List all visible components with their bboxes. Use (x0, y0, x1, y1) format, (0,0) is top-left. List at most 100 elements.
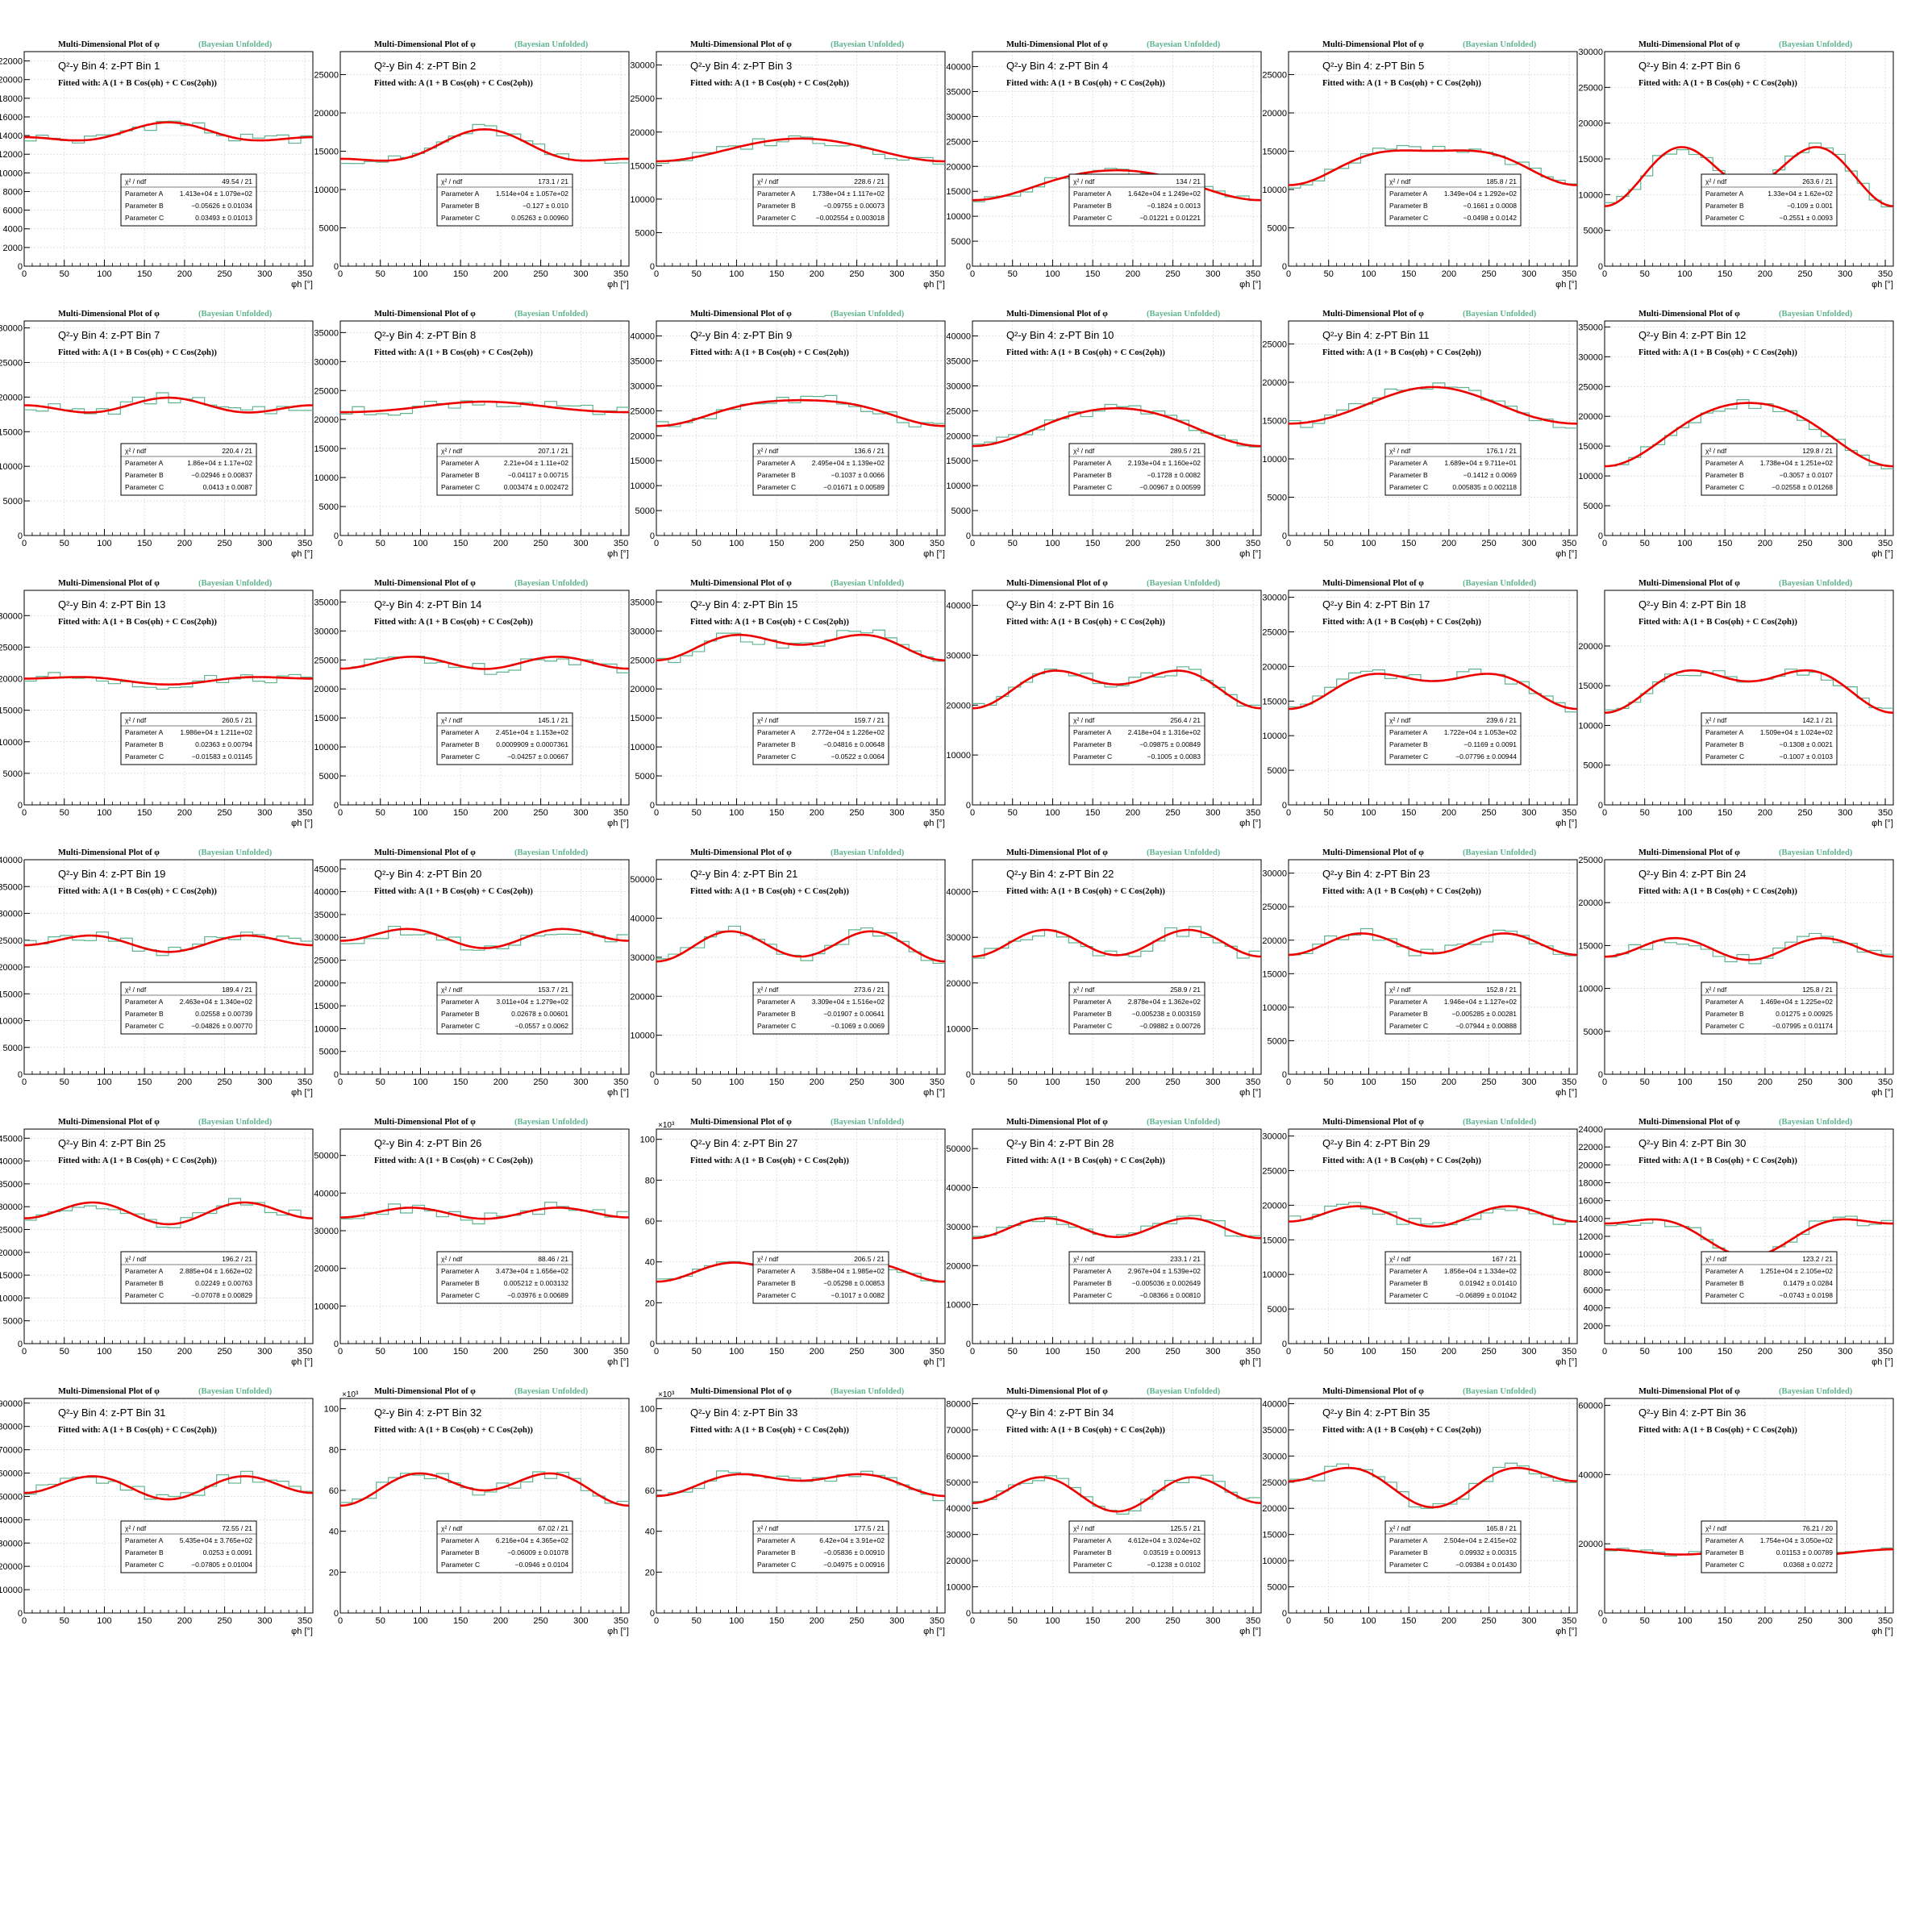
stats-box-frame (752, 712, 889, 765)
y-tick-label: 0 (334, 1340, 339, 1349)
x-tick-label: 300 (573, 1347, 588, 1357)
stats-box: χ² / ndf 189.4 / 21 Parameter A 2.463e+04 ±… (120, 982, 257, 1035)
y-tick-label: 20000 (1262, 936, 1287, 946)
x-tick-label: 300 (573, 539, 588, 548)
x-tick-label: 50 (376, 1616, 385, 1626)
x-tick-label: 200 (1442, 1616, 1456, 1626)
bin-title: Q²-y Bin 4: z-PT Bin 10 (1006, 329, 1114, 341)
y-tick-label: 35000 (946, 356, 971, 366)
y-tick-label: 0 (18, 1340, 23, 1349)
plot-title-sub: (Bayesian Unfolded) (514, 579, 589, 588)
x-tick-label: 50 (1324, 539, 1334, 548)
x-axis-label: φh [°] (1239, 1357, 1261, 1367)
y-tick-label: 30000 (946, 651, 971, 661)
plot-panel: Multi-Dimensional Plot of φ (Bayesian Unf… (946, 539, 1264, 828)
stat-param-b-label: Parameter B (1073, 1010, 1112, 1018)
x-tick-label: 100 (413, 1077, 427, 1087)
x-tick-label: 250 (533, 1077, 548, 1087)
plot-title-main: Multi-Dimensional Plot of φ (1638, 848, 1740, 857)
y-tick-label: 30000 (314, 627, 339, 636)
stat-param-b-label: Parameter B (1705, 202, 1744, 210)
stat-param-c-label: Parameter C (1389, 752, 1428, 761)
x-tick-label: 100 (413, 808, 427, 818)
stat-chi2-value: 165.8 / 21 (1486, 1524, 1517, 1532)
x-tick-label: 50 (1640, 269, 1650, 279)
y-tick-label: 35000 (1578, 323, 1603, 332)
histogram-line (656, 1470, 945, 1502)
y-tick-label: 10000 (1578, 472, 1603, 481)
x-tick-label: 0 (1602, 1616, 1607, 1626)
stat-param-b-label: Parameter B (441, 1548, 480, 1557)
y-tick-label: 5000 (1268, 1305, 1287, 1315)
plot-title-sub: (Bayesian Unfolded) (1147, 1387, 1221, 1396)
fit-curve (340, 400, 629, 414)
y-tick-label: 0 (650, 531, 655, 541)
y-tick-label: 0 (334, 262, 339, 272)
y-tick-label: 40000 (946, 63, 971, 73)
x-tick-label: 100 (1677, 1077, 1692, 1087)
x-tick-label: 150 (769, 1347, 784, 1357)
x-tick-label: 350 (930, 1347, 944, 1357)
stat-chi2-value: 67.02 / 21 (538, 1524, 568, 1532)
x-tick-label: 300 (257, 1347, 272, 1357)
stat-param-a-value: 1.251e+04 ± 2.105e+02 (1760, 1267, 1833, 1275)
y-tick-label: 18000 (0, 94, 23, 104)
stat-chi2-label: χ² / ndf (1705, 1255, 1727, 1263)
stat-param-a-label: Parameter A (1389, 728, 1428, 736)
stat-param-c-value: −0.0946 ± 0.0104 (515, 1561, 569, 1569)
grid-lines (656, 1129, 945, 1344)
y-tick-label: 20000 (0, 76, 23, 85)
x-tick-label: 200 (1758, 1347, 1772, 1357)
plot-panel: Multi-Dimensional Plot of φ (Bayesian Unf… (630, 539, 948, 828)
x-tick-label: 300 (1838, 1616, 1852, 1626)
fit-label: Fitted with: A (1 + B Cos(φh) + C Cos(2φ… (58, 79, 217, 88)
stat-param-a-label: Parameter A (1705, 728, 1744, 736)
fit-curve (339, 1472, 630, 1507)
x-axis-label: φh [°] (923, 549, 945, 559)
x-tick-label: 100 (729, 1616, 743, 1626)
x-tick-label: 350 (298, 269, 312, 279)
plot-title-sub: (Bayesian Unfolded) (1147, 310, 1221, 319)
plot-title-main: Multi-Dimensional Plot of φ (374, 310, 476, 319)
x-tick-label: 150 (137, 808, 152, 818)
stat-param-a-value: 1.722e+04 ± 1.053e+02 (1444, 728, 1517, 736)
stat-param-b-value: 0.01275 ± 0.00925 (1776, 1010, 1833, 1018)
x-tick-label: 150 (1085, 269, 1100, 279)
y-tick-label: 0 (966, 1340, 971, 1349)
plot-title: Multi-Dimensional Plot of φ (Bayesian Unf… (690, 848, 905, 857)
stat-param-c-value: 0.0413 ± 0.0087 (203, 483, 253, 491)
plot-title: Multi-Dimensional Plot of φ (Bayesian Unf… (58, 1118, 273, 1127)
y-tick-label: 15000 (1578, 681, 1603, 691)
plot-title-sub: (Bayesian Unfolded) (1147, 848, 1221, 857)
stats-box: χ² / ndf 165.8 / 21 Parameter A 2.504e+04 ±… (1384, 1520, 1522, 1573)
stats-box-frame (1384, 173, 1522, 227)
x-tick-label: 100 (97, 539, 111, 548)
y-axis: 0 5000 10000 15000 20000 25000 30000 (1578, 48, 1610, 272)
stats-box: χ² / ndf 76.21 / 20 Parameter A 1.754e+04 ±… (1701, 1520, 1838, 1573)
stat-chi2-value: 159.7 / 21 (854, 716, 885, 724)
plot-panel: Multi-Dimensional Plot of φ (Bayesian Unf… (0, 539, 316, 828)
y-tick-label: 25000 (1262, 1166, 1287, 1176)
y-tick-label: 60 (645, 1486, 655, 1496)
y-tick-label: 10000 (0, 1294, 23, 1303)
stat-param-c-label: Parameter C (1389, 1561, 1428, 1569)
y-tick-label: 25000 (1578, 83, 1603, 93)
stat-param-c-value: −0.07078 ± 0.00829 (191, 1291, 252, 1299)
plot-svg: Multi-Dimensional Plot of φ (Bayesian Unf… (1262, 1387, 1578, 1636)
stat-param-a-label: Parameter A (757, 1267, 796, 1275)
y-tick-label: 10000 (1262, 1003, 1287, 1013)
y-tick-label: 15000 (946, 187, 971, 197)
x-tick-label: 350 (614, 1077, 628, 1087)
y-tick-label: 30000 (0, 324, 23, 334)
plot-title-sub: (Bayesian Unfolded) (1779, 40, 1853, 49)
y-tick-label: 20000 (946, 431, 971, 441)
y-tick-label: 35000 (314, 911, 339, 920)
plot-title: Multi-Dimensional Plot of φ (Bayesian Unf… (1322, 1118, 1537, 1127)
x-tick-label: 250 (533, 808, 548, 818)
y-tick-label: 0 (966, 262, 971, 272)
stats-box: χ² / ndf 207.1 / 21 Parameter A 2.21e+04 ± … (436, 443, 573, 496)
stat-param-b-value: 0.0253 ± 0.0091 (203, 1548, 253, 1557)
stat-param-a-value: 6.42e+04 ± 3.91e+02 (819, 1536, 885, 1544)
x-tick-label: 150 (769, 539, 784, 548)
